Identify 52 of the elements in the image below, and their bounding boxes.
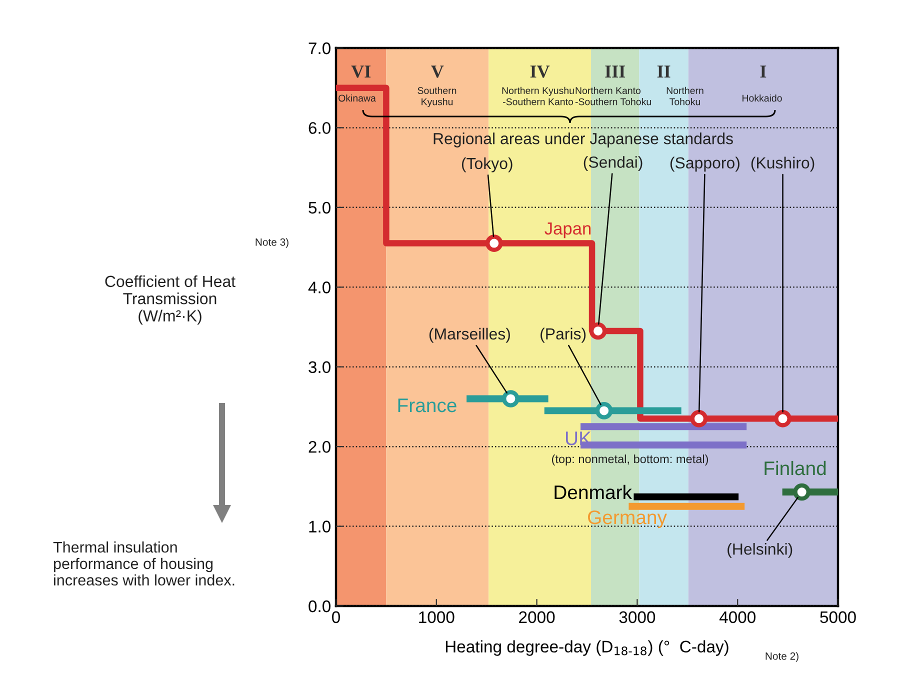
annotation: Okinawa [338,94,376,102]
y-tick-label: 5.0 [308,202,330,214]
annotation: (Marseilles) [429,328,510,343]
annotation: (Sendai) [584,156,642,171]
band-label: II [657,66,670,78]
annotation: (Kushiro) [751,156,814,172]
x-tick-label: 2000 [519,611,555,624]
point [589,322,607,340]
text: Thermal insulation performance of housing increases with lower index. [53,541,234,586]
annotation: Regional areas under Japanese standards [434,132,733,148]
y-tick-label: 2.0 [308,440,330,453]
annotation: (top: nonmetal, bottom: metal) [552,454,708,466]
point [690,410,708,428]
annotation: (Paris) [540,328,586,343]
annotation: Northern Kyushu -Southern Kanto [502,86,574,106]
series-label: France [398,398,456,412]
series-label: Germany [588,510,667,528]
point [595,402,613,420]
point [485,234,503,252]
y-tick-label: 0.0 [308,600,330,612]
band-label: IV [530,66,550,78]
y-tick-label: 6.0 [308,122,330,134]
annotation: (Tokyo) [462,157,512,172]
y-tick-label: 3.0 [308,361,330,374]
series-label: Japan [544,222,591,238]
series-label: Finland [764,460,826,476]
band-label: I [760,66,766,78]
annotation: (Sapporo) [670,156,740,172]
annotation: Northern Kanto -Southern Tohoku [575,86,651,106]
x-tick-label: 5000 [820,611,856,624]
annotation: Hokkaido [742,94,782,102]
x-tick-label: 0 [332,611,340,624]
band-label: VI [351,66,371,78]
annotation: (Helsinki) [728,543,792,558]
annotation: Northern Tohoku [666,86,704,106]
series-label: Denmark [554,484,632,500]
text: Note 2) [766,652,798,662]
x-tick-label: 3000 [619,611,656,624]
y-tick-label: 1.0 [309,520,330,532]
point [793,483,811,501]
text: Note 3) [256,238,288,248]
x-tick-label: 4000 [719,611,756,624]
band-label: III [605,66,626,78]
point [502,390,520,408]
y-tick-label: 7.0 [308,42,330,54]
point [774,410,792,428]
y-tick-label: 4.0 [308,282,330,294]
y-axis-title: Coefficient of Heat Transmission (W/m²·K) [105,275,236,325]
x-axis-title: Heating degree-day (D$_{18-18}$) (° C-day) [446,640,728,656]
x-tick-label: 1000 [419,611,454,624]
annotation: Southern Kyushu [418,86,456,108]
band-label: V [431,66,444,78]
